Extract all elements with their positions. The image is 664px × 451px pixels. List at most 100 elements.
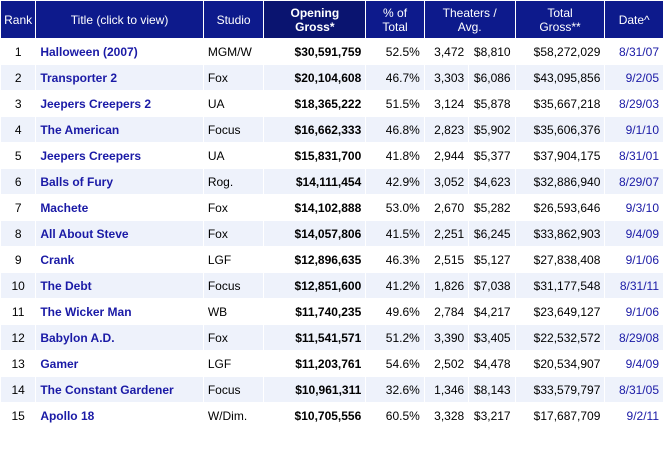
opening-gross-cell: $30,591,759 [264, 39, 366, 64]
opening-gross-cell: $11,740,235 [264, 299, 366, 324]
studio-cell: MGM/W [203, 39, 264, 64]
total-gross-cell: $17,687,709 [515, 403, 605, 428]
title-link[interactable]: The Constant Gardener [36, 377, 203, 402]
title-link[interactable]: Machete [36, 195, 203, 220]
table-row: 14 The Constant Gardener Focus $10,961,311 3… [1, 377, 663, 402]
date-link[interactable]: 8/31/07 [605, 39, 663, 64]
rank-cell: 11 [1, 299, 36, 324]
header-date[interactable]: Date^ [605, 1, 663, 38]
date-link[interactable]: 8/31/05 [605, 377, 663, 402]
rank-cell: 7 [1, 195, 36, 220]
theaters-cell: 3,328 [424, 403, 469, 428]
title-link[interactable]: Babylon A.D. [36, 325, 203, 350]
header-studio[interactable]: Studio [203, 1, 264, 38]
avg-cell: $8,810 [469, 39, 515, 64]
title-link[interactable]: Crank [36, 247, 203, 272]
rank-cell: 14 [1, 377, 36, 402]
theaters-cell: 2,502 [424, 351, 469, 376]
pct-total-cell: 53.0% [366, 195, 424, 220]
header-theaters-line1: Theaters / [442, 5, 497, 20]
avg-cell: $3,217 [469, 403, 515, 428]
studio-cell: Fox [203, 221, 264, 246]
title-link[interactable]: The American [36, 117, 203, 142]
total-gross-cell: $35,667,218 [515, 91, 605, 116]
date-link[interactable]: 9/3/10 [605, 195, 663, 220]
date-link[interactable]: 8/31/01 [605, 143, 663, 168]
date-link[interactable]: 9/4/09 [605, 351, 663, 376]
pct-total-cell: 32.6% [366, 377, 424, 402]
date-link[interactable]: 9/2/11 [605, 403, 663, 428]
pct-total-cell: 51.5% [366, 91, 424, 116]
table-row: 1 Halloween (2007) MGM/W $30,591,759 52.5% 3,… [1, 39, 663, 64]
header-rank[interactable]: Rank [1, 1, 36, 38]
table-header-row: Rank Title (click to view) Studio Openin… [1, 1, 663, 38]
date-link[interactable]: 8/29/07 [605, 169, 663, 194]
title-link[interactable]: Halloween (2007) [36, 39, 203, 64]
total-gross-cell: $27,838,408 [515, 247, 605, 272]
rank-cell: 2 [1, 65, 36, 90]
theaters-cell: 2,784 [424, 299, 469, 324]
table-row: 7 Machete Fox $14,102,888 53.0% 2,670 $5,282 $2… [1, 195, 663, 220]
avg-cell: $5,282 [469, 195, 515, 220]
rank-cell: 12 [1, 325, 36, 350]
date-link[interactable]: 9/1/06 [605, 299, 663, 324]
total-gross-cell: $37,904,175 [515, 143, 605, 168]
date-link[interactable]: 8/29/03 [605, 91, 663, 116]
opening-gross-cell: $11,541,571 [264, 325, 366, 350]
studio-cell: Fox [203, 195, 264, 220]
rank-cell: 15 [1, 403, 36, 428]
header-pct-total[interactable]: % of Total [366, 1, 424, 38]
date-link[interactable]: 9/1/06 [605, 247, 663, 272]
header-title[interactable]: Title (click to view) [36, 1, 203, 38]
header-opening-gross[interactable]: Opening Gross* [264, 1, 366, 38]
avg-cell: $4,478 [469, 351, 515, 376]
total-gross-cell: $20,534,907 [515, 351, 605, 376]
opening-gross-cell: $14,102,888 [264, 195, 366, 220]
header-pct-line1: % of [383, 5, 408, 20]
title-link[interactable]: The Wicker Man [36, 299, 203, 324]
title-link[interactable]: Apollo 18 [36, 403, 203, 428]
title-link[interactable]: The Debt [36, 273, 203, 298]
title-link[interactable]: Balls of Fury [36, 169, 203, 194]
avg-cell: $8,143 [469, 377, 515, 402]
opening-gross-cell: $18,365,222 [264, 91, 366, 116]
theaters-cell: 3,390 [424, 325, 469, 350]
title-link[interactable]: Jeepers Creepers 2 [36, 91, 203, 116]
studio-cell: UA [203, 91, 264, 116]
header-total-line1: Total [547, 5, 573, 20]
theaters-cell: 2,251 [424, 221, 469, 246]
title-link[interactable]: Gamer [36, 351, 203, 376]
rank-cell: 8 [1, 221, 36, 246]
total-gross-cell: $43,095,856 [515, 65, 605, 90]
header-total-gross[interactable]: Total Gross** [515, 1, 605, 38]
total-gross-cell: $32,886,940 [515, 169, 605, 194]
avg-cell: $4,623 [469, 169, 515, 194]
date-link[interactable]: 8/29/08 [605, 325, 663, 350]
title-link[interactable]: Jeepers Creepers [36, 143, 203, 168]
table-row: 4 The American Focus $16,662,333 46.8% 2,823 $… [1, 117, 663, 142]
header-opening-line1: Opening [290, 5, 340, 20]
title-link[interactable]: Transporter 2 [36, 65, 203, 90]
rank-cell: 9 [1, 247, 36, 272]
avg-cell: $3,405 [469, 325, 515, 350]
header-pct-line2: Total [382, 19, 408, 34]
studio-cell: W/Dim. [203, 403, 264, 428]
theaters-cell: 1,826 [424, 273, 469, 298]
opening-gross-cell: $12,896,635 [264, 247, 366, 272]
theaters-cell: 2,515 [424, 247, 469, 272]
pct-total-cell: 41.2% [366, 273, 424, 298]
total-gross-cell: $31,177,548 [515, 273, 605, 298]
date-link[interactable]: 8/31/11 [605, 273, 663, 298]
opening-gross-cell: $12,851,600 [264, 273, 366, 298]
table-row: 11 The Wicker Man WB $11,740,235 49.6% 2,784 $… [1, 299, 663, 324]
pct-total-cell: 42.9% [366, 169, 424, 194]
studio-cell: Fox [203, 325, 264, 350]
date-link[interactable]: 9/1/10 [605, 117, 663, 142]
title-link[interactable]: All About Steve [36, 221, 203, 246]
total-gross-cell: $23,649,127 [515, 299, 605, 324]
date-link[interactable]: 9/2/05 [605, 65, 663, 90]
table-row: 9 Crank LGF $12,896,635 46.3% 2,515 $5,127 $27,… [1, 247, 663, 272]
rank-cell: 13 [1, 351, 36, 376]
date-link[interactable]: 9/4/09 [605, 221, 663, 246]
header-theaters-avg[interactable]: Theaters / Avg. [424, 1, 515, 38]
